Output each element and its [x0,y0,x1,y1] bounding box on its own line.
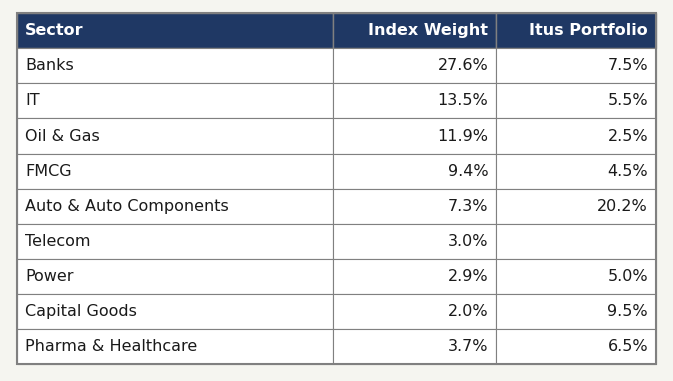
FancyBboxPatch shape [333,259,497,294]
FancyBboxPatch shape [333,118,497,154]
FancyBboxPatch shape [497,48,656,83]
Text: Telecom: Telecom [25,234,90,249]
FancyBboxPatch shape [497,189,656,224]
Text: IT: IT [25,93,40,109]
FancyBboxPatch shape [17,189,333,224]
Text: Oil & Gas: Oil & Gas [25,128,100,144]
Text: 11.9%: 11.9% [437,128,489,144]
FancyBboxPatch shape [497,13,656,48]
FancyBboxPatch shape [17,294,333,329]
FancyBboxPatch shape [497,224,656,259]
FancyBboxPatch shape [333,13,497,48]
FancyBboxPatch shape [17,259,333,294]
Text: 2.0%: 2.0% [448,304,489,319]
FancyBboxPatch shape [333,294,497,329]
Text: 2.9%: 2.9% [448,269,489,284]
FancyBboxPatch shape [17,154,333,189]
FancyBboxPatch shape [17,83,333,118]
Text: Sector: Sector [25,23,83,38]
Text: 4.5%: 4.5% [608,163,648,179]
Text: 3.0%: 3.0% [448,234,489,249]
FancyBboxPatch shape [497,118,656,154]
FancyBboxPatch shape [333,83,497,118]
FancyBboxPatch shape [333,224,497,259]
Text: Capital Goods: Capital Goods [25,304,137,319]
FancyBboxPatch shape [17,13,333,48]
FancyBboxPatch shape [497,83,656,118]
Text: 27.6%: 27.6% [437,58,489,74]
Text: 7.3%: 7.3% [448,199,489,214]
FancyBboxPatch shape [17,329,333,364]
Text: Banks: Banks [25,58,73,74]
Text: Index Weight: Index Weight [368,23,489,38]
Text: Auto & Auto Components: Auto & Auto Components [25,199,229,214]
FancyBboxPatch shape [497,259,656,294]
Text: 20.2%: 20.2% [598,199,648,214]
FancyBboxPatch shape [497,329,656,364]
Text: 9.4%: 9.4% [448,163,489,179]
Text: 13.5%: 13.5% [437,93,489,109]
FancyBboxPatch shape [17,48,333,83]
FancyBboxPatch shape [333,154,497,189]
Text: 6.5%: 6.5% [608,339,648,354]
FancyBboxPatch shape [497,294,656,329]
FancyBboxPatch shape [333,48,497,83]
Text: Power: Power [25,269,73,284]
Text: Itus Portfolio: Itus Portfolio [530,23,648,38]
Text: 5.0%: 5.0% [608,269,648,284]
FancyBboxPatch shape [17,118,333,154]
Text: 3.7%: 3.7% [448,339,489,354]
Text: 2.5%: 2.5% [608,128,648,144]
Text: 5.5%: 5.5% [608,93,648,109]
FancyBboxPatch shape [333,329,497,364]
FancyBboxPatch shape [333,189,497,224]
FancyBboxPatch shape [497,154,656,189]
FancyBboxPatch shape [17,224,333,259]
Text: 7.5%: 7.5% [608,58,648,74]
Text: 9.5%: 9.5% [608,304,648,319]
Text: FMCG: FMCG [25,163,71,179]
Text: Pharma & Healthcare: Pharma & Healthcare [25,339,197,354]
